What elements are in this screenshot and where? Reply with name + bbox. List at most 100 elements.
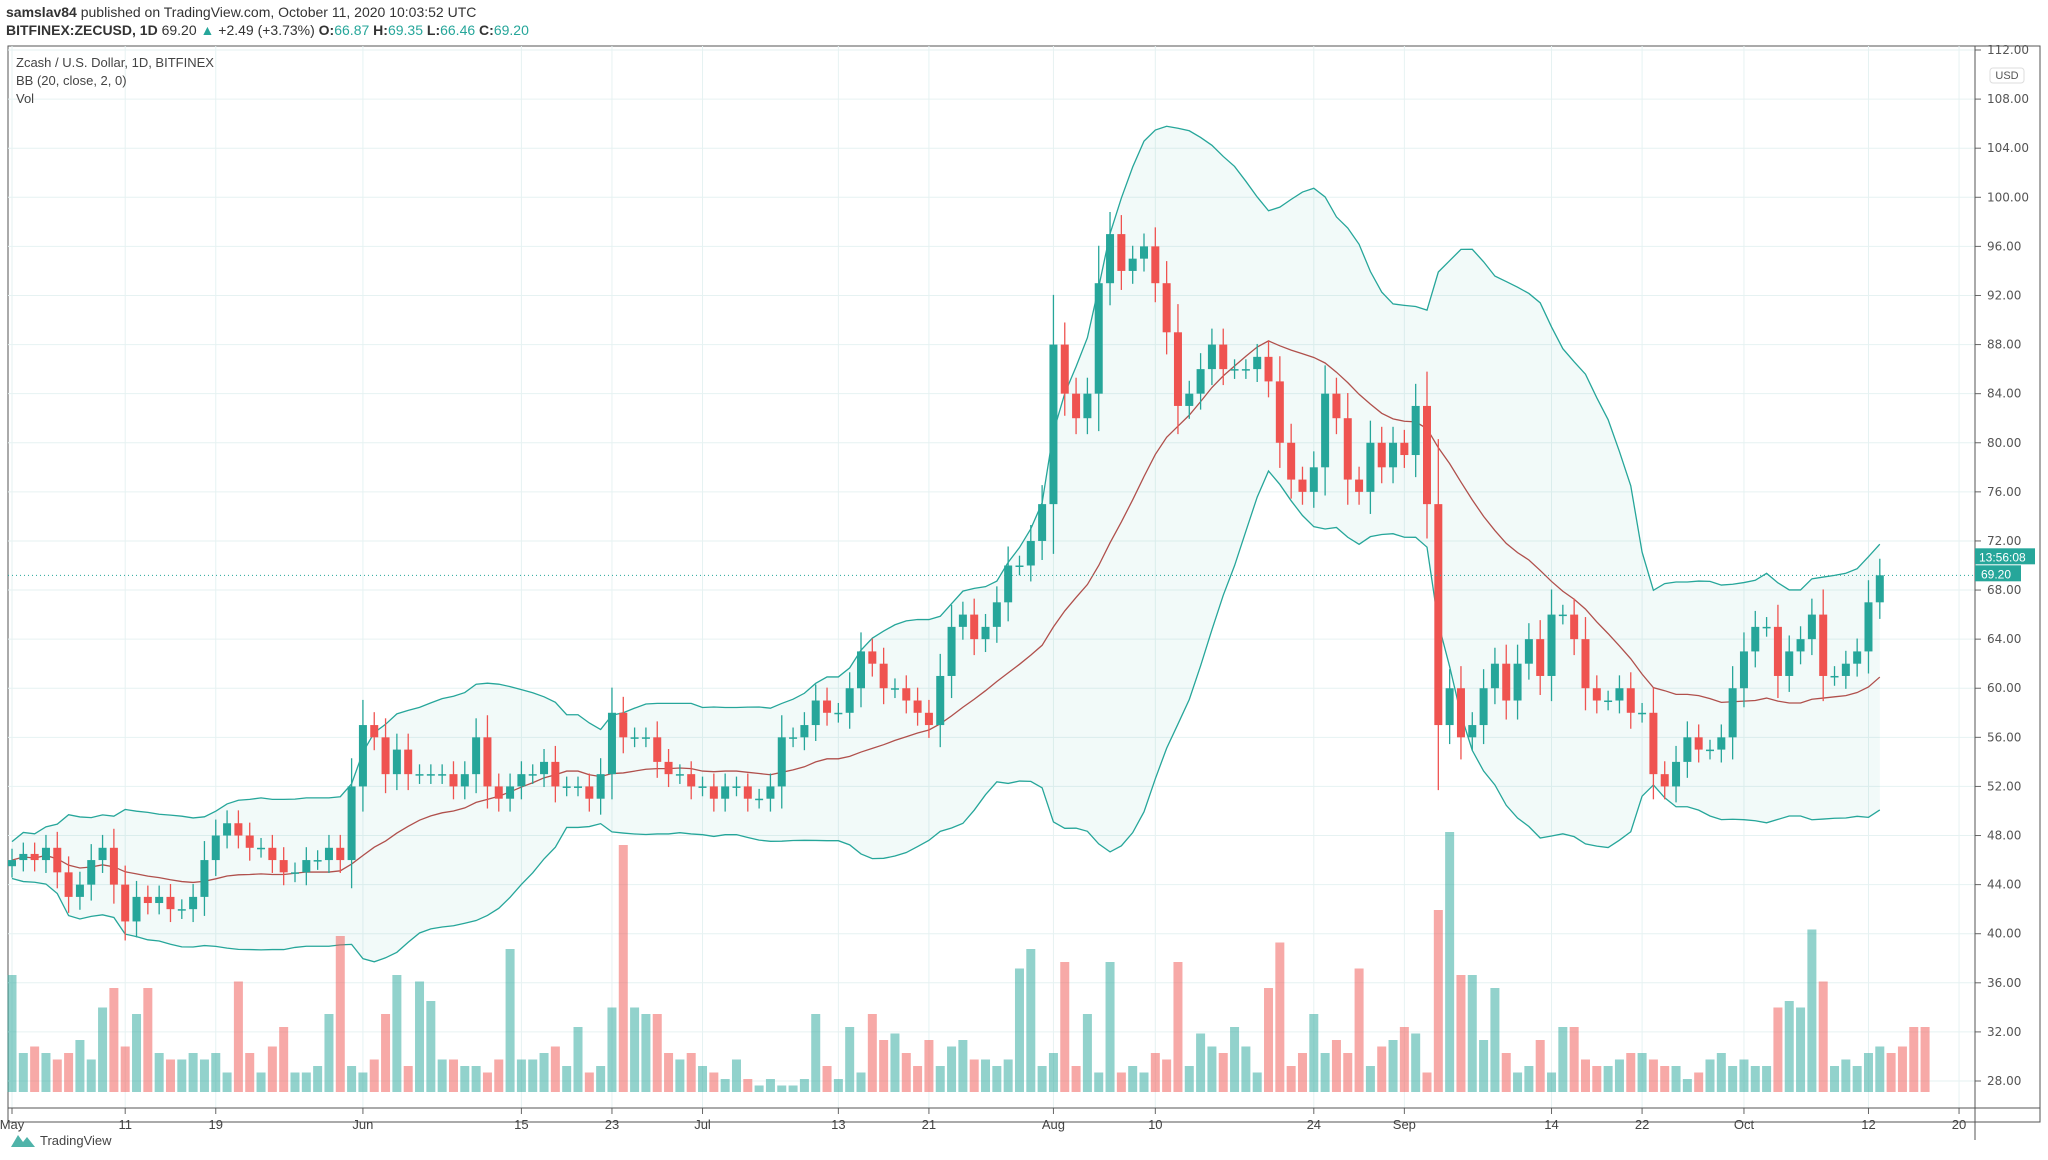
candle — [1309, 451, 1318, 508]
candle — [245, 822, 254, 861]
volume-bar — [1071, 1066, 1081, 1092]
x-tick-label: 19 — [209, 1117, 223, 1132]
candle-body — [1479, 688, 1488, 726]
candle-body — [1592, 688, 1601, 701]
candle-body — [1604, 700, 1613, 703]
volume-bar — [1105, 962, 1115, 1092]
candle-body — [1026, 540, 1035, 566]
candle-body — [845, 688, 854, 713]
candle — [732, 776, 741, 797]
legend-vol[interactable]: Vol — [16, 91, 35, 106]
candle — [415, 764, 424, 784]
candle — [1626, 672, 1635, 729]
candle — [1411, 383, 1420, 478]
candle — [1490, 647, 1499, 705]
last-price-badge — [1975, 565, 2021, 582]
candle-body — [132, 896, 141, 922]
candle — [1366, 420, 1375, 514]
candle — [109, 828, 118, 904]
volume-bar — [924, 1040, 934, 1092]
candle-body — [1049, 344, 1058, 505]
volume-bar — [313, 1066, 323, 1092]
candle-body — [155, 896, 164, 904]
candle — [1445, 669, 1454, 745]
volume-bar — [132, 1014, 142, 1092]
countdown-badge — [1975, 548, 2035, 565]
candle — [1773, 604, 1782, 699]
candle — [1400, 429, 1409, 468]
volume-bar — [1433, 910, 1443, 1092]
volume-bar — [256, 1072, 266, 1092]
candle-body — [1638, 712, 1647, 715]
candle-body — [370, 725, 379, 738]
candle — [1660, 761, 1669, 800]
volume-bar — [392, 975, 402, 1092]
volume-bar — [188, 1053, 198, 1092]
volume-bar — [1196, 1033, 1206, 1092]
candle-body — [302, 860, 311, 873]
volume-bar — [913, 1066, 923, 1092]
candle-body — [506, 786, 515, 799]
volume-bar — [301, 1072, 311, 1092]
candle-body — [257, 847, 266, 850]
y-tick-label: 56.00 — [1987, 730, 2021, 744]
volume-bar — [1309, 1014, 1319, 1092]
candle-body — [75, 884, 84, 897]
candle-body — [438, 774, 447, 776]
y-tick-label: 32.00 — [1987, 1025, 2021, 1039]
volume-bar — [799, 1079, 809, 1092]
volume-bar — [1184, 1066, 1194, 1092]
candle — [596, 758, 605, 815]
volume-bar — [1524, 1066, 1534, 1092]
candle-body — [811, 700, 820, 726]
candle — [19, 842, 28, 872]
candle-body — [947, 626, 956, 676]
candle-body — [1151, 246, 1160, 284]
candle-body — [1219, 344, 1228, 370]
y-tick-label: 96.00 — [1987, 239, 2021, 253]
volume-bar — [969, 1059, 979, 1092]
volume-bar — [573, 1027, 583, 1092]
candle — [1241, 359, 1250, 379]
candle — [1864, 580, 1873, 674]
candle-body — [868, 651, 877, 664]
candle-body — [494, 786, 503, 799]
x-tick-label: Aug — [1042, 1117, 1065, 1132]
volume-bar — [1796, 1007, 1806, 1092]
volume-bar — [86, 1059, 96, 1092]
volume-bar — [596, 1066, 606, 1092]
volume-bar — [177, 1059, 187, 1092]
candle-body — [1762, 626, 1771, 629]
candle-body — [902, 688, 911, 701]
low-value: 66.46 — [440, 22, 476, 38]
candle — [1004, 546, 1013, 622]
candle — [675, 764, 684, 784]
candle — [1796, 626, 1805, 665]
candle-body — [392, 749, 401, 775]
legend-bb[interactable]: BB (20, close, 2, 0) — [16, 73, 127, 88]
x-tick-label: 23 — [605, 1117, 619, 1132]
candle-body — [1264, 356, 1273, 382]
volume-bar — [1547, 1072, 1557, 1092]
volume-bar — [1241, 1046, 1251, 1092]
candle-body — [1355, 479, 1364, 492]
volume-bar — [109, 988, 119, 1092]
candle — [1853, 638, 1862, 677]
volume-bar — [403, 1066, 413, 1092]
volume-bar — [1694, 1072, 1704, 1092]
candle-body — [1321, 393, 1330, 468]
candle-body — [562, 786, 571, 788]
candle-body — [1287, 442, 1296, 480]
ohlc-header: BITFINEX:ZECUSD, 1D 69.20 ▲ +2.49 (+3.73… — [6, 22, 529, 38]
candle — [924, 699, 933, 738]
volume-bar — [1513, 1072, 1523, 1092]
volume-bar — [471, 1066, 481, 1092]
candle-body — [1332, 393, 1341, 419]
candle-body — [109, 847, 118, 885]
candle — [540, 748, 549, 788]
candle-body — [1751, 626, 1760, 652]
volume-bar — [1637, 1053, 1647, 1092]
candle-body — [291, 872, 299, 874]
tradingview-logo[interactable]: TradingView — [10, 1132, 112, 1148]
